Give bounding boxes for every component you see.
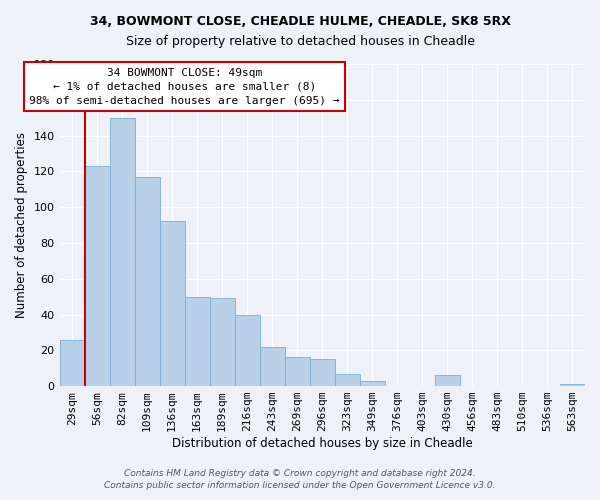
Bar xyxy=(59,340,85,386)
Bar xyxy=(360,380,385,386)
Text: Contains HM Land Registry data © Crown copyright and database right 2024.
Contai: Contains HM Land Registry data © Crown c… xyxy=(104,469,496,490)
Y-axis label: Number of detached properties: Number of detached properties xyxy=(15,132,28,318)
Bar xyxy=(185,296,209,386)
Bar xyxy=(235,314,260,386)
Text: 34, BOWMONT CLOSE, CHEADLE HULME, CHEADLE, SK8 5RX: 34, BOWMONT CLOSE, CHEADLE HULME, CHEADL… xyxy=(89,15,511,28)
Bar xyxy=(560,384,585,386)
Bar xyxy=(134,176,160,386)
Text: 34 BOWMONT CLOSE: 49sqm
← 1% of detached houses are smaller (8)
98% of semi-deta: 34 BOWMONT CLOSE: 49sqm ← 1% of detached… xyxy=(29,68,340,106)
Bar xyxy=(209,298,235,386)
Bar xyxy=(310,359,335,386)
Bar xyxy=(335,374,360,386)
Bar xyxy=(110,118,134,386)
Bar xyxy=(160,222,185,386)
Bar xyxy=(285,358,310,386)
Text: Size of property relative to detached houses in Cheadle: Size of property relative to detached ho… xyxy=(125,35,475,48)
Bar xyxy=(85,166,110,386)
X-axis label: Distribution of detached houses by size in Cheadle: Distribution of detached houses by size … xyxy=(172,437,473,450)
Bar xyxy=(435,376,460,386)
Bar xyxy=(260,346,285,386)
